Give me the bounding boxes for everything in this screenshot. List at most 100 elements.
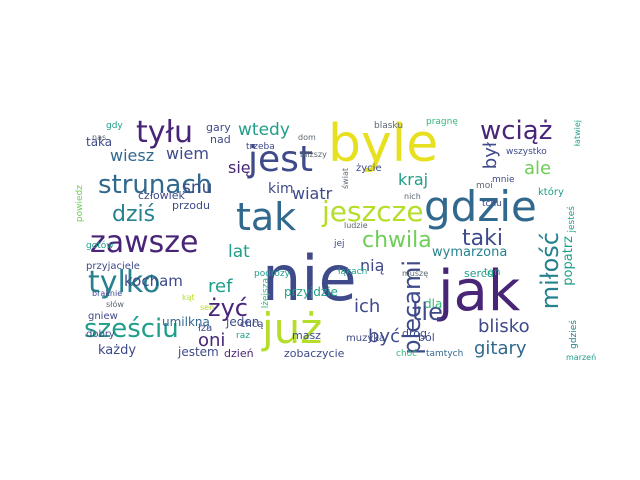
- cloud-word: tchu: [482, 199, 502, 209]
- cloud-word: marzeń: [566, 353, 597, 362]
- cloud-word: wtedy: [238, 120, 290, 140]
- cloud-word: jej: [334, 239, 345, 249]
- cloud-word: słów: [106, 300, 124, 309]
- cloud-word: blisko: [478, 316, 530, 337]
- cloud-word: choć: [396, 349, 418, 359]
- cloud-word: nią: [360, 256, 385, 275]
- cloud-word: gotów: [86, 241, 114, 251]
- cloud-word: gniew: [88, 311, 118, 322]
- cloud-word: jeszcze: [322, 195, 424, 228]
- cloud-word: wymarzona: [432, 245, 508, 260]
- cloud-word: dzień: [224, 347, 254, 360]
- cloud-word: świat: [341, 168, 350, 189]
- cloud-word: dróg: [402, 327, 427, 340]
- cloud-word: masz: [292, 329, 321, 342]
- cloud-word: tylko: [88, 265, 161, 300]
- cloud-word: strunach: [98, 170, 213, 200]
- cloud-word: przyjaciele: [86, 261, 140, 272]
- cloud-word: łatwiej: [573, 120, 582, 147]
- cloud-word: każdy: [98, 343, 137, 358]
- cloud-word: podróży: [254, 269, 290, 279]
- cloud-word: taki: [462, 226, 503, 251]
- cloud-word: wiem: [166, 144, 209, 163]
- cloud-word: tyłu: [136, 115, 194, 150]
- cloud-word: dla: [424, 297, 443, 311]
- cloud-word: sercu: [464, 267, 494, 280]
- cloud-word: wciąż: [480, 116, 553, 146]
- cloud-word: nad: [210, 133, 231, 146]
- cloud-word: chcą: [240, 319, 264, 330]
- cloud-word: gary: [206, 121, 231, 134]
- cloud-word: który: [538, 187, 564, 198]
- cloud-word: oni: [198, 330, 226, 351]
- cloud-word: gitary: [474, 338, 527, 359]
- cloud-word: tle: [412, 298, 443, 326]
- cloud-word: jestem: [178, 345, 219, 359]
- cloud-word: ale: [524, 158, 552, 179]
- cloud-word: człowiek: [138, 189, 185, 202]
- cloud-word: był: [480, 142, 501, 170]
- cloud-word: łąkach: [338, 267, 368, 277]
- cloud-word: nie: [262, 242, 357, 315]
- cloud-word: wszystko: [506, 147, 547, 157]
- cloud-word: łza: [198, 323, 213, 334]
- cloud-word: kąt: [182, 293, 195, 302]
- cloud-word: gdzieś: [569, 320, 579, 349]
- cloud-word: jeden: [226, 315, 260, 329]
- cloud-word: umilkną: [162, 315, 210, 329]
- cloud-word: moi: [476, 181, 493, 191]
- cloud-word: jak: [438, 259, 521, 324]
- cloud-word: zawsze: [90, 225, 199, 260]
- cloud-word: być: [368, 326, 400, 347]
- cloud-word: żyć: [208, 294, 248, 322]
- cloud-word: przodu: [172, 199, 210, 212]
- cloud-word: lat: [228, 242, 250, 262]
- cloud-word: dziś: [112, 202, 156, 227]
- cloud-word: lżejsza: [261, 278, 271, 309]
- cloud-word: raz: [236, 331, 250, 341]
- cloud-word: bliższy: [300, 150, 327, 159]
- cloud-word: braknie: [92, 289, 123, 298]
- cloud-word: już: [262, 304, 323, 353]
- cloud-word: nich: [404, 192, 421, 201]
- cloud-word: dom: [298, 133, 316, 142]
- cloud-word: ich: [354, 296, 381, 317]
- cloud-word: kim: [268, 181, 294, 197]
- cloud-word: życie: [356, 163, 382, 174]
- cloud-word: gdzie: [424, 182, 537, 231]
- cloud-word: taka: [86, 135, 113, 149]
- cloud-word: tak: [236, 195, 297, 239]
- cloud-word: dobry: [86, 329, 115, 340]
- cloud-word: muzyka: [346, 333, 385, 344]
- cloud-word: wiatr: [292, 184, 333, 203]
- cloud-word: popatrz: [561, 236, 576, 286]
- cloud-word: sześciu: [84, 314, 179, 344]
- cloud-word: chwila: [362, 228, 432, 253]
- cloud-word: muszę: [402, 269, 429, 278]
- cloud-word: przyjdzie: [284, 285, 338, 299]
- cloud-word: ból: [418, 331, 435, 344]
- cloud-word: powiedz: [75, 185, 85, 223]
- cloud-word: wiesz: [110, 146, 155, 165]
- cloud-word: snu: [182, 178, 213, 198]
- cloud-word: mnie: [492, 175, 515, 185]
- cloud-word: pragnę: [426, 117, 458, 127]
- cloud-word: się: [228, 158, 251, 177]
- cloud-word: ludzie: [344, 221, 368, 230]
- cloud-word: kocham: [124, 272, 183, 290]
- cloud-word: sen: [200, 303, 215, 312]
- cloud-word: jesteś: [567, 206, 577, 233]
- word-cloud-canvas: [80, 117, 570, 362]
- cloud-word: ten: [484, 267, 501, 278]
- cloud-word: byle: [328, 114, 439, 174]
- cloud-word: blasku: [374, 121, 404, 131]
- cloud-word: miłość: [536, 232, 564, 310]
- cloud-word: jest: [248, 139, 314, 180]
- cloud-word: tamtych: [426, 349, 464, 359]
- cloud-word: trzeba: [246, 142, 275, 152]
- cloud-word: kraj: [398, 170, 429, 189]
- cloud-word: nas: [92, 133, 107, 142]
- cloud-word: gdy: [106, 121, 123, 131]
- cloud-word: zobaczycie: [284, 347, 345, 360]
